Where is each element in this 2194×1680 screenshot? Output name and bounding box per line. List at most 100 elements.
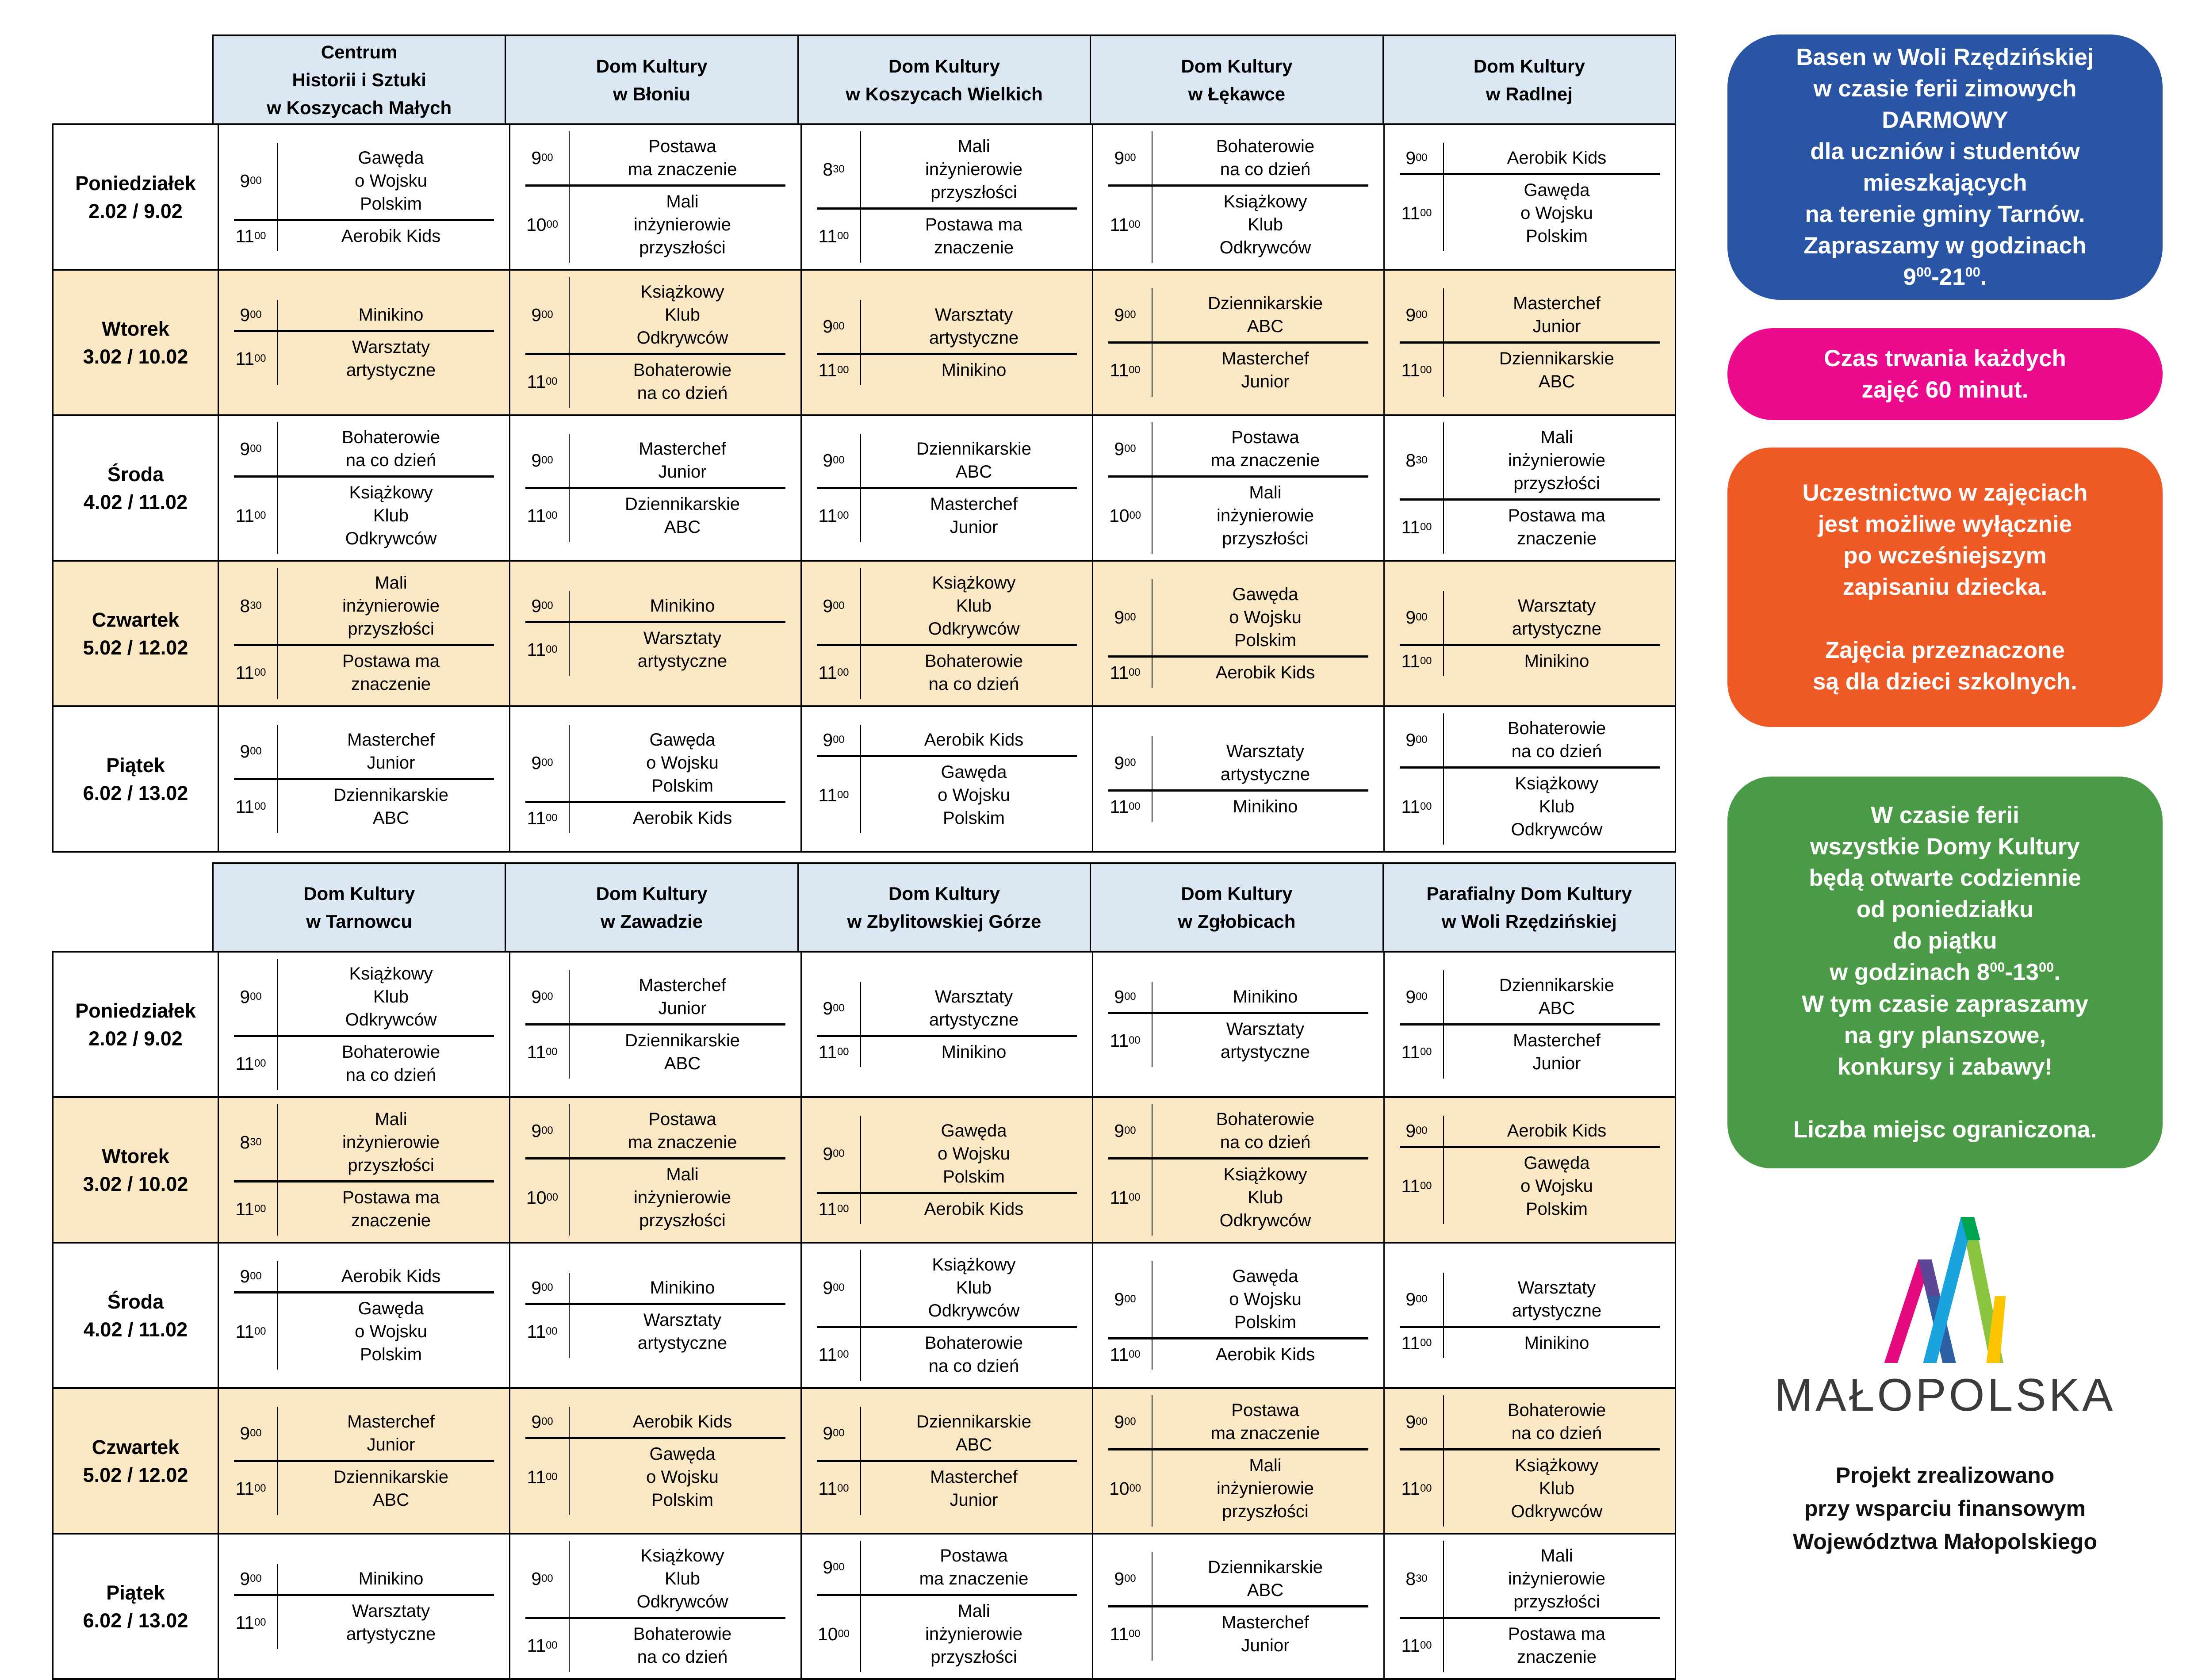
activity-name: Masterchef Junior (930, 494, 1018, 537)
time-label: 11 00 (807, 1037, 861, 1067)
schedule-cell: 9 00 Warsztaty artystyczne 11 00 Minikino (1093, 707, 1385, 851)
activity-slot: 11 00 Gawęda o Wojsku Polskim (807, 757, 1087, 833)
day-dates: 6.02 / 13.02 (83, 1609, 188, 1632)
slot-divider (1108, 789, 1368, 792)
time-label: 11 00 (516, 1619, 570, 1672)
time-label: 11 00 (516, 803, 570, 833)
schedule-cell: 9 00 Masterchef Junior 11 00 Dziennikarskie ABC (510, 953, 802, 1096)
time-label: 9 00 (516, 1104, 570, 1157)
slot-divider (1400, 173, 1660, 175)
time-label: 9 00 (1390, 713, 1444, 766)
slot-divider (234, 778, 494, 780)
location-header: Parafialny Dom Kultury w Woli Rzędzińskie… (1383, 864, 1675, 951)
slot-divider (525, 621, 785, 623)
slot-divider (525, 487, 785, 489)
activity-name: Dziennikarskie ABC (1207, 1558, 1323, 1600)
time-label: 8 30 (224, 1104, 278, 1180)
time-label: 11 00 (807, 1462, 861, 1515)
activity-name: Gawęda o Wojsku Polskim (1520, 1153, 1593, 1219)
time-label: 9 00 (224, 422, 278, 475)
activity-name: Mali inżynierowie przyszłości (1508, 428, 1606, 493)
day-name: Czwartek (92, 608, 180, 631)
activity-name: Gawęda o Wojsku Polskim (938, 762, 1010, 828)
activity-name: Gawęda o Wojsku Polskim (646, 1444, 719, 1510)
activity-slot: 11 00 Masterchef Junior (1099, 344, 1378, 397)
duration-info-box: Czas trwania każdych zajęć 60 minut. (1727, 328, 2163, 420)
day-name: Wtorek (102, 1144, 169, 1167)
day-dates: 2.02 / 9.02 (88, 1027, 183, 1050)
day-dates: 3.02 / 10.02 (83, 345, 188, 368)
activity-name: Dziennikarskie ABC (333, 785, 449, 828)
activity-slot: 9 00 Masterchef Junior (1390, 288, 1669, 341)
activity-slot: 9 00 Dziennikarskie ABC (807, 1407, 1087, 1460)
activity-name: Minikino (941, 360, 1007, 380)
time-label: 9 00 (1099, 982, 1153, 1012)
schedule-cell: 9 00 Aerobik Kids 11 00 Gawęda o Wojsku Polskim (1385, 125, 1675, 269)
activity-name: Książkowy Klub Odkrywców (345, 483, 437, 548)
day-dates: 5.02 / 12.02 (83, 636, 188, 659)
activity-slot: 8 30 Mali inżynierowie przyszłości (1390, 422, 1669, 498)
activity-name: Warsztaty artystyczne (1220, 742, 1310, 784)
time-label: 11 00 (1390, 1148, 1444, 1224)
activity-slot: 9 00 Gawęda o Wojsku Polskim (1099, 1261, 1378, 1337)
activity-name: Postawa ma znaczenie (925, 215, 1023, 257)
day-cell: Piątek 6.02 / 13.02 (54, 707, 219, 851)
activity-name: Postawa ma znaczenie (919, 1546, 1029, 1588)
slot-divider (1400, 766, 1660, 769)
schedule-cell: 9 00 Gawęda o Wojsku Polskim 11 00 Aerobik Kids (510, 707, 802, 851)
activity-slot: 9 00 Warsztaty artystyczne (1390, 1273, 1669, 1326)
activity-name: Bohaterowie na co dzień (341, 428, 440, 470)
activity-name: Warsztaty artystyczne (1512, 1278, 1602, 1320)
activity-name: Warsztaty artystyczne (346, 1601, 436, 1644)
time-label: 9 00 (1099, 288, 1153, 341)
schedule-cell: 9 00 Aerobik Kids 11 00 Gawęda o Wojsku Polskim (1385, 1098, 1675, 1242)
location-headers: Dom Kultury w Tarnowcu Dom Kultury w Zawadz… (212, 862, 1676, 951)
slot-divider (525, 1023, 785, 1026)
malopolska-wordmark: MAŁOPOLSKA (1774, 1370, 2116, 1421)
activity-name: Postawa ma znaczenie (342, 651, 440, 694)
schedule-cell: 9 00 Minikino 11 00 Warsztaty artystyczne (510, 562, 802, 705)
day-dates: 4.02 / 11.02 (83, 1318, 188, 1341)
schedule-cell: 9 00 Aerobik Kids 11 00 Gawęda o Wojsku Polskim (510, 1389, 802, 1533)
location-header: Dom Kultury w Koszycach Wielkich (798, 36, 1091, 123)
activity-name: Bohaterowie na co dzień (924, 651, 1023, 694)
time-label: 9 00 (224, 959, 278, 1035)
activity-slot: 9 00 Masterchef Junior (224, 725, 504, 778)
activity-name: Mali inżynierowie przyszłości (1508, 1546, 1606, 1611)
schedule-cell: 9 00 Bohaterowie na co dzień 11 00 Książkowy Kl… (1385, 707, 1675, 851)
activity-slot: 11 00 Dziennikarskie ABC (516, 489, 795, 542)
schedule-cell: 9 00 Warsztaty artystyczne 11 00 Minikino (802, 271, 1093, 414)
table-row: Wtorek 3.02 / 10.02 8 30 Mali inżynierowie prz… (54, 1098, 1675, 1244)
schedule-cell: 9 00 Warsztaty artystyczne 11 00 Minikino (802, 953, 1093, 1096)
time-label: 9 00 (807, 725, 861, 755)
day-name: Piątek (106, 1581, 165, 1604)
time-label: 9 00 (516, 131, 570, 184)
slot-divider (817, 353, 1077, 355)
activity-slot: 9 00 Minikino (516, 591, 795, 621)
time-label: 11 00 (1099, 1607, 1153, 1661)
day-name: Wtorek (102, 317, 169, 340)
slot-divider (234, 1460, 494, 1462)
activity-name: Książkowy Klub Odkrywców (928, 573, 1020, 639)
activity-slot: 9 00 Minikino (224, 1564, 504, 1594)
time-label: 8 30 (1390, 1541, 1444, 1617)
time-label: 9 00 (224, 725, 278, 778)
schedule-cell: 9 00 Postawa ma znaczenie 10 00 Mali inżynierow… (802, 1535, 1093, 1678)
time-label: 11 00 (1390, 501, 1444, 554)
activity-name: Aerobik Kids (1507, 148, 1607, 168)
day-dates: 2.02 / 9.02 (88, 199, 183, 222)
slot-divider (1400, 1023, 1660, 1026)
activity-name: Książkowy Klub Odkrywców (1511, 1456, 1603, 1521)
table-row: Środa 4.02 / 11.02 9 00 Aerobik Kids 11 00 Gawę… (54, 1244, 1675, 1389)
activity-slot: 8 30 Mali inżynierowie przyszłości (807, 131, 1087, 207)
activity-slot: 9 00 Książkowy Klub Odkrywców (224, 959, 504, 1035)
activity-name: Postawa ma znaczenie (1210, 1401, 1320, 1443)
slot-divider (1108, 655, 1368, 658)
activity-slot: 11 00 Książkowy Klub Odkrywców (224, 478, 504, 554)
pool-info-box: Basen w Woli Rzędzińskiej w czasie ferii … (1727, 34, 2163, 300)
time-label: 10 00 (516, 187, 570, 263)
activity-name: Postawa ma znaczenie (628, 1110, 737, 1152)
slot-divider (817, 644, 1077, 646)
schedule-cell: 8 30 Mali inżynierowie przyszłości 11 00 Postaw… (1385, 416, 1675, 560)
table-row: Wtorek 3.02 / 10.02 9 00 Minikino 11 00 Warszta… (54, 271, 1675, 416)
